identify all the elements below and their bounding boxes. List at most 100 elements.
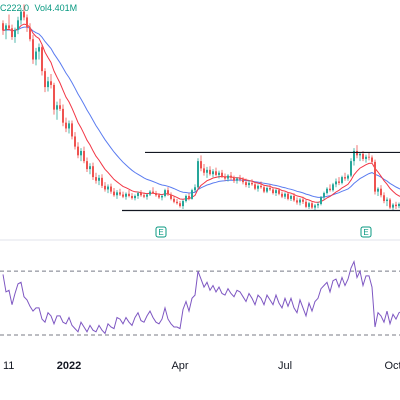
candle-body [287, 193, 289, 199]
candle-body [92, 166, 94, 178]
candle-body [338, 181, 340, 183]
candle [236, 177, 238, 184]
candle-body [215, 171, 217, 175]
candle [137, 191, 139, 199]
candle [332, 182, 334, 192]
candle [386, 197, 388, 207]
candle-body [179, 203, 181, 207]
candle-body [296, 200, 298, 203]
candle-body [173, 198, 175, 202]
x-axis-tick-label: 11 [3, 360, 14, 372]
candle-body [362, 153, 364, 159]
earnings-marker[interactable]: E [155, 226, 167, 238]
candle [239, 174, 241, 182]
candle-body [230, 175, 232, 178]
candle [74, 132, 76, 150]
candle-body [5, 25, 7, 31]
moving-average-slow-line [2, 26, 400, 198]
candle [350, 158, 352, 178]
candle [47, 76, 49, 92]
candle-body [305, 201, 307, 207]
candle [122, 191, 124, 199]
candle [389, 198, 391, 210]
candle-body [44, 71, 46, 88]
candle [254, 182, 256, 191]
candle-body [212, 171, 214, 175]
candle-body [302, 199, 304, 202]
candle-body [185, 195, 187, 202]
candle-body [17, 20, 19, 30]
candle-body [254, 184, 256, 189]
candle [134, 194, 136, 201]
candle-body [8, 25, 10, 29]
candle [26, 14, 28, 32]
candle-body [83, 150, 85, 162]
candle-body [155, 193, 157, 196]
candle-body [392, 204, 394, 208]
candle-body [152, 191, 154, 194]
x-axis-tick-label: 2022 [57, 360, 81, 372]
candle [152, 187, 154, 194]
candle-body [134, 195, 136, 199]
candle [347, 174, 349, 181]
candle [278, 187, 280, 196]
candle [65, 117, 67, 133]
candle [305, 199, 307, 209]
candle [173, 195, 175, 204]
candle-body [332, 184, 334, 191]
candle-body [65, 122, 67, 129]
candle-body [368, 156, 370, 158]
candle [77, 142, 79, 159]
candle [257, 184, 259, 192]
candle [296, 197, 298, 205]
candle-body [227, 175, 229, 179]
candle [251, 179, 253, 186]
candle-body [221, 172, 223, 177]
candle-body [317, 203, 319, 206]
candle [92, 162, 94, 180]
candle-body [35, 51, 37, 60]
candle [182, 199, 184, 210]
candle-body [137, 193, 139, 196]
candle [371, 155, 373, 165]
candle-body [20, 11, 22, 21]
candle-body [146, 194, 148, 197]
candle-body [119, 192, 121, 195]
candle [71, 120, 73, 140]
candle-body [209, 169, 211, 175]
candle [314, 203, 316, 211]
candle-body [233, 177, 235, 181]
candle [284, 192, 286, 199]
candle [20, 7, 22, 25]
candle [38, 43, 40, 60]
earnings-marker-label: E [158, 228, 163, 237]
rsi-pane [0, 259, 400, 336]
candle [11, 24, 13, 40]
candle-body [113, 191, 115, 196]
candle [230, 172, 232, 180]
candle-body [359, 153, 361, 156]
candle [287, 192, 289, 201]
candle-body [299, 199, 301, 203]
candle-body [329, 188, 331, 191]
candle [320, 195, 322, 206]
candle [395, 201, 397, 210]
candle-body [191, 190, 193, 199]
candle [179, 201, 181, 208]
candle-body [194, 187, 196, 191]
candle-body [311, 203, 313, 208]
candle-body [110, 186, 112, 192]
candle [380, 185, 382, 198]
candle [161, 194, 163, 201]
candle-body [386, 199, 388, 202]
candle-body [374, 161, 376, 192]
candle-body [320, 197, 322, 204]
candle [329, 184, 331, 192]
candle-body [347, 175, 349, 179]
earnings-marker[interactable]: E [360, 226, 372, 238]
candle [353, 148, 355, 166]
candle [50, 74, 52, 89]
candle-body [125, 193, 127, 197]
candle [206, 166, 208, 178]
